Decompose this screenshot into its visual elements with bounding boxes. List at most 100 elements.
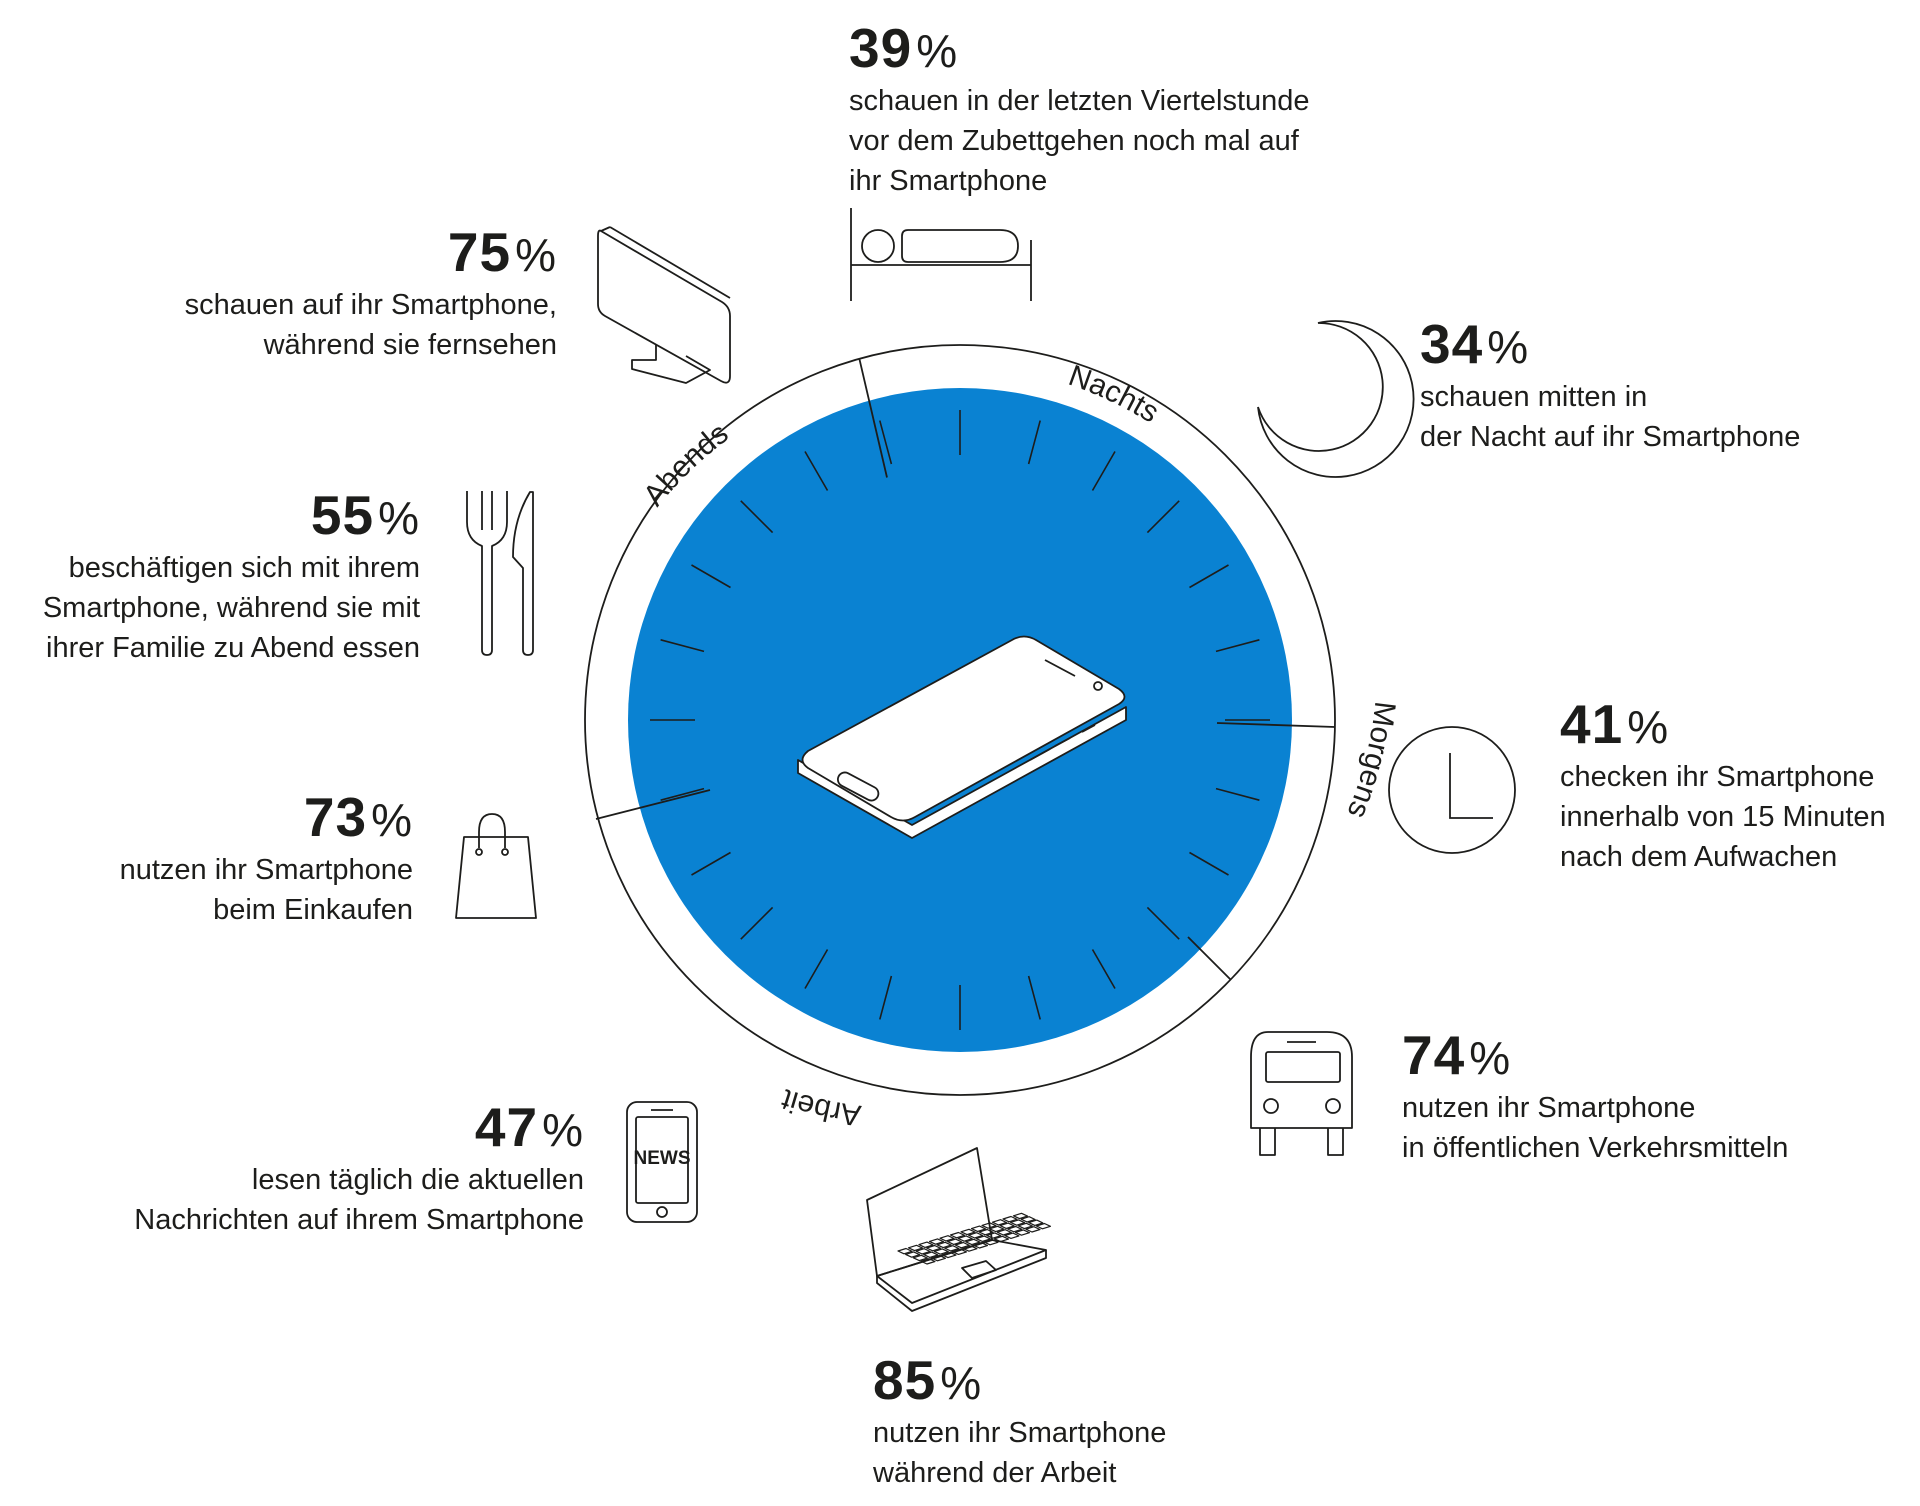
stat-bed-percent: 39%: [849, 17, 959, 79]
laptop-key: [936, 1241, 952, 1249]
stat-wakeup-percent: 41%: [1560, 693, 1670, 755]
stat-transport-text: nutzen ihr Smartphone in öffentlichen Ve…: [1402, 1092, 1789, 1164]
laptop-key: [920, 1258, 936, 1265]
laptop-key: [915, 1248, 931, 1255]
laptop-key: [1004, 1232, 1020, 1239]
stat-wakeup-text: checken ihr Smartphone innerhalb von 15 …: [1560, 761, 1886, 873]
moon-icon: [1257, 320, 1415, 478]
stat-night-percent: 34%: [1420, 313, 1530, 375]
dial-tick: [660, 787, 705, 801]
laptop-key: [991, 1219, 1008, 1226]
laptop-key: [962, 1245, 978, 1252]
stat-bed: 39% schauen in der letzten Viertelstunde…: [849, 18, 1310, 201]
dial-ticks: [650, 410, 1270, 1030]
laptop-key: [983, 1238, 999, 1246]
laptop-key: [897, 1247, 913, 1255]
ring-label-morgens: Morgens: [1340, 700, 1401, 823]
bed-icon: [850, 208, 1032, 301]
laptop-key: [944, 1245, 960, 1252]
stat-wakeup: 41% checken ihr Smartphone innerhalb von…: [1560, 694, 1886, 877]
laptop-key: [1007, 1225, 1023, 1233]
laptop-key: [941, 1251, 957, 1259]
stat-night: 34% schauen mitten in der Nacht auf ihr …: [1420, 314, 1800, 457]
laptop-key: [933, 1248, 949, 1255]
tv-icon: [597, 226, 731, 384]
laptop-key: [996, 1229, 1012, 1236]
laptop-key: [923, 1251, 939, 1258]
laptop-key: [1010, 1219, 1026, 1226]
stat-tv-percent: 75%: [447, 221, 557, 283]
stat-dinner: 55% beschäftigen sich mit ihrem Smartpho…: [43, 485, 420, 668]
laptop-key: [954, 1241, 970, 1249]
laptop-key: [918, 1241, 934, 1248]
laptop-key: [928, 1238, 945, 1245]
dial-tick: [1027, 420, 1041, 465]
laptop-key: [1017, 1222, 1033, 1230]
stat-shopping-percent: 73%: [303, 786, 413, 848]
dial-tick: [1189, 564, 1229, 589]
ring-label-arbeit: Arbeit: [777, 1082, 863, 1132]
laptop-key: [957, 1235, 973, 1242]
laptop-key: [951, 1248, 968, 1255]
dial-tick: [1027, 975, 1041, 1020]
dial-tick: [1215, 639, 1260, 653]
dial-tick: [1146, 500, 1180, 534]
dial-tick: [740, 906, 774, 940]
dial-tick: [740, 500, 774, 534]
news-phone-icon: NEWS: [626, 1101, 698, 1223]
bus-icon: [1250, 1031, 1353, 1156]
laptop-key: [986, 1232, 1002, 1239]
laptop-key: [1035, 1222, 1052, 1230]
laptop-key: [1028, 1219, 1044, 1226]
clock-icon: [1388, 726, 1516, 854]
dial-tick: [1146, 906, 1180, 940]
ring-separators: [595, 358, 1336, 981]
laptop-key: [978, 1228, 994, 1236]
stat-tv-text: schauen auf ihr Smartphone, während sie …: [184, 289, 557, 361]
dial-tick: [1215, 787, 1260, 801]
dial-tick: [879, 420, 893, 465]
stat-shopping: 73% nutzen ihr Smartphone beim Einkaufen: [120, 787, 413, 930]
dial-tick: [1189, 851, 1229, 876]
stat-bed-text: schauen in der letzten Viertelstunde vor…: [849, 85, 1310, 197]
laptop-key: [989, 1225, 1005, 1233]
laptop-key: [965, 1238, 981, 1246]
dial-tick: [804, 451, 829, 491]
laptop-key: [939, 1235, 955, 1242]
laptop-key: [981, 1222, 997, 1229]
laptop-key: [970, 1225, 987, 1232]
stat-work-text: nutzen ihr Smartphone während der Arbeit: [873, 1417, 1167, 1489]
stat-transport-percent: 74%: [1402, 1024, 1512, 1086]
laptop-key: [993, 1235, 1010, 1243]
news-icon-label: NEWS: [634, 1148, 691, 1169]
stat-news: 47% lesen täglich die aktuellen Nachrich…: [134, 1097, 584, 1240]
laptop-key: [1025, 1226, 1041, 1233]
laptop-key: [1020, 1216, 1036, 1223]
laptop-key: [907, 1244, 924, 1252]
dial-tick: [1091, 451, 1116, 491]
laptop-key: [999, 1222, 1015, 1229]
laptop-key: [1014, 1229, 1031, 1236]
dial-tick: [660, 639, 705, 653]
dial-tick: [1091, 949, 1116, 989]
shopping-bag-icon: [455, 813, 537, 919]
smartphone-icon: [797, 635, 1127, 839]
laptop-key: [912, 1254, 928, 1262]
laptop-key: [972, 1242, 989, 1249]
cutlery-icon: [466, 491, 534, 656]
stat-news-text: lesen täglich die aktuellen Nachrichten …: [134, 1164, 584, 1236]
stat-dinner-text: beschäftigen sich mit ihrem Smartphone, …: [42, 552, 420, 664]
laptop-key: [926, 1244, 942, 1252]
stat-work-percent: 85%: [873, 1349, 983, 1411]
stat-tv: 75% schauen auf ihr Smartphone, während …: [185, 222, 557, 365]
stat-work: 85% nutzen ihr Smartphone während der Ar…: [873, 1350, 1166, 1493]
stat-news-percent: 47%: [474, 1096, 584, 1158]
stat-dinner-percent: 55%: [310, 484, 420, 546]
laptop-key: [905, 1251, 921, 1258]
laptop-key: [975, 1235, 991, 1242]
laptop-key: [1012, 1212, 1029, 1220]
stat-night-text: schauen mitten in der Nacht auf ihr Smar…: [1420, 381, 1801, 453]
dial-tick: [879, 975, 893, 1020]
laptop-key: [968, 1232, 984, 1239]
